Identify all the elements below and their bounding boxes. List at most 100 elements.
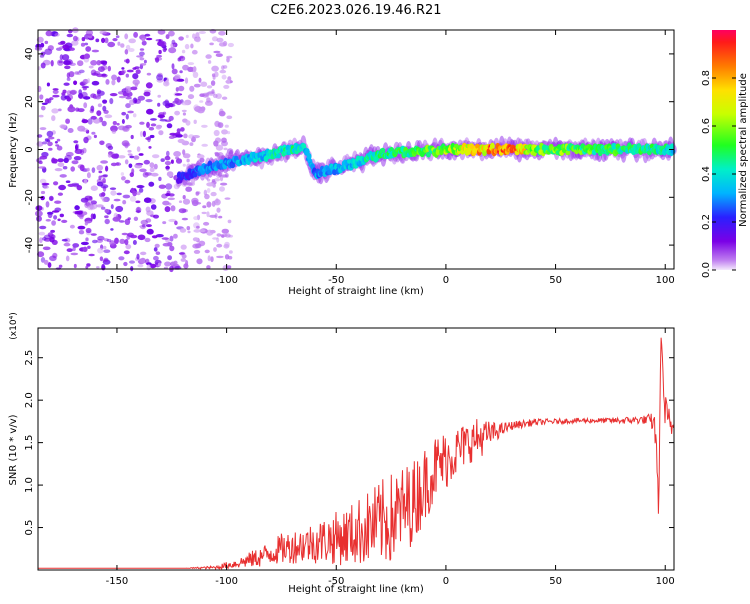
noise-blob (167, 103, 176, 108)
noise-blob (184, 43, 190, 50)
noise-blob (91, 131, 96, 135)
noise-blob (202, 205, 207, 209)
noise-blob (229, 250, 233, 254)
noise-blob (98, 175, 102, 180)
noise-blob (213, 140, 219, 147)
noise-blob (169, 235, 174, 242)
noise-blob (64, 154, 72, 161)
noise-blob (39, 94, 44, 100)
y-tick-label: 1.5 (24, 435, 35, 451)
noise-blob (109, 187, 117, 190)
noise-blob (42, 246, 51, 251)
noise-blob (76, 185, 83, 191)
noise-blob (193, 119, 197, 125)
noise-blob (136, 146, 141, 152)
noise-blob (66, 72, 71, 79)
noise-blob (128, 163, 133, 169)
noise-blob (110, 190, 117, 196)
noise-blob (145, 258, 150, 265)
noise-blob (134, 66, 140, 70)
colorbar-tick-label: 0.2 (701, 214, 712, 230)
noise-blob (44, 98, 50, 104)
noise-blob (96, 60, 102, 66)
noise-blob (135, 210, 141, 213)
noise-blob (69, 104, 74, 109)
noise-blob (221, 74, 227, 80)
noise-blob (85, 237, 89, 242)
noise-blob (170, 159, 174, 164)
trace-point (192, 172, 198, 178)
noise-blob (171, 63, 175, 70)
noise-blob (219, 186, 225, 192)
noise-blob (158, 176, 162, 182)
noise-blob (79, 215, 84, 220)
noise-blob (148, 181, 155, 187)
noise-blob (182, 195, 186, 200)
noise-blob (107, 65, 112, 72)
noise-blob (85, 46, 92, 52)
noise-blob (102, 198, 108, 203)
noise-blob (137, 234, 146, 241)
noise-blob (162, 200, 170, 206)
noise-blob (211, 36, 218, 42)
noise-blob (118, 256, 125, 261)
noise-blob (145, 37, 153, 41)
noise-blob (157, 102, 161, 107)
noise-blob (224, 197, 231, 200)
noise-blob (175, 132, 181, 135)
noise-blob (36, 215, 42, 222)
noise-blob (187, 230, 191, 234)
noise-blob (184, 77, 189, 84)
noise-blob (109, 93, 118, 97)
noise-blob (120, 70, 125, 76)
noise-blob (125, 44, 131, 50)
noise-blob (145, 99, 153, 103)
noise-blob (118, 220, 125, 223)
noise-blob (104, 37, 109, 44)
noise-blob (61, 219, 68, 223)
noise-blob (146, 72, 152, 76)
noise-blob (185, 186, 193, 192)
noise-blob (123, 250, 130, 255)
noise-blob (195, 32, 200, 38)
noise-blob (54, 141, 58, 144)
noise-blob (149, 167, 155, 173)
noise-blob (177, 138, 185, 144)
noise-blob (101, 206, 106, 210)
noise-blob (156, 54, 163, 58)
noise-blob (127, 110, 134, 114)
noise-blob (207, 255, 211, 262)
noise-blob (193, 249, 201, 254)
noise-blob (175, 158, 183, 164)
noise-blob (222, 65, 228, 69)
noise-blob (141, 40, 147, 46)
noise-blob (110, 228, 114, 231)
noise-blob (105, 143, 112, 149)
noise-blob (150, 118, 157, 121)
noise-blob (48, 147, 53, 151)
noise-blob (217, 121, 222, 128)
noise-blob (224, 241, 230, 248)
noise-blob (91, 49, 100, 53)
noise-blob (39, 237, 43, 244)
noise-blob (150, 204, 157, 210)
noise-blob (47, 136, 55, 140)
noise-blob (154, 243, 160, 248)
noise-blob (197, 108, 205, 114)
noise-blob (78, 230, 85, 235)
noise-blob (152, 154, 160, 159)
y-tick-label: 2.0 (24, 392, 35, 408)
noise-blob (133, 31, 139, 38)
noise-blob (84, 53, 90, 59)
noise-blob (158, 40, 167, 47)
noise-blob (158, 184, 166, 189)
x-tick-label: -150 (106, 576, 129, 587)
noise-blob (193, 104, 200, 111)
noise-blob (63, 242, 71, 247)
trace-point (276, 153, 281, 159)
noise-blob (121, 111, 127, 116)
trace-point (647, 150, 652, 156)
noise-blob (95, 38, 100, 43)
x-tick-label: -150 (106, 275, 129, 286)
noise-blob (78, 89, 82, 95)
